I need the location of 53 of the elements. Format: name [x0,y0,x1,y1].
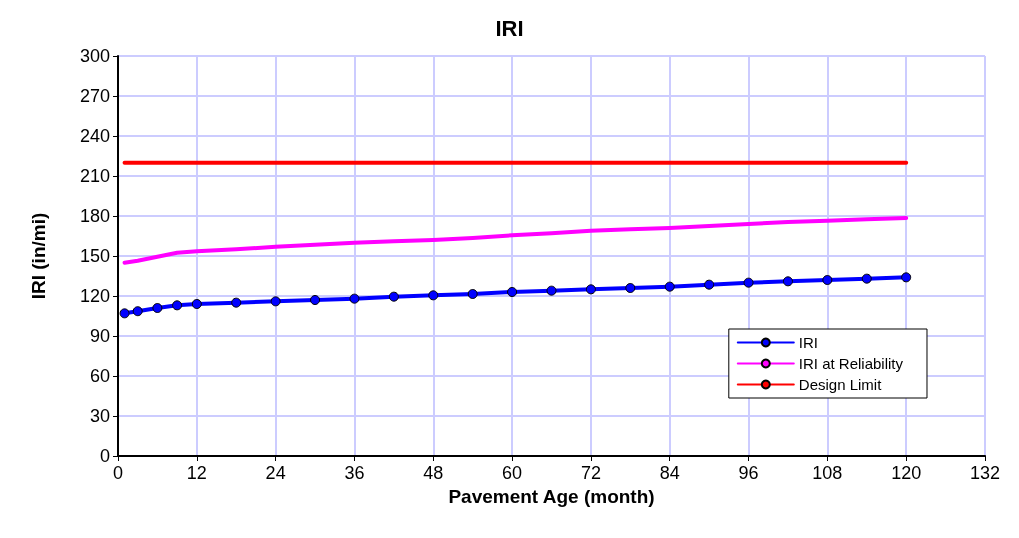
point [901,272,912,283]
x-axis-title: Pavement Age (month) [448,485,655,507]
point [172,300,183,311]
y-tick-label: 300 [79,46,110,66]
x-tick-label: 0 [112,463,124,483]
line-series [122,216,909,265]
point [388,291,399,302]
x-tick-label: 60 [502,463,523,483]
x-tick-label: 36 [344,463,365,483]
point [467,289,478,299]
point [270,296,281,307]
point [119,308,130,319]
point [191,299,202,309]
y-tick-label: 150 [79,246,110,266]
point [861,273,872,284]
legend-label: IRI [798,334,818,351]
y-tick-label: 60 [89,366,110,386]
x-tick-label: 84 [659,463,680,483]
x-tick-label: 108 [812,463,843,483]
y-tick-label: 120 [79,286,110,306]
point [428,290,439,301]
y-tick-label: 210 [79,166,110,186]
y-tick-label: 0 [99,446,110,466]
x-tick-label: 132 [969,463,1001,483]
point [782,276,793,287]
x-tick-label: 72 [580,463,601,483]
y-tick-label: 240 [79,126,110,146]
x-tick-label: 48 [423,463,444,483]
point [507,287,518,297]
x-tick-label: 12 [186,463,207,483]
y-axis-title: IRI (in/mi) [28,212,49,300]
point [585,284,596,295]
y-tick-label: 30 [89,406,110,426]
legend-label: Design Limit [798,376,883,393]
point [132,306,143,317]
x-tick-label: 24 [265,463,286,483]
point [704,279,715,290]
point [349,293,360,304]
y-tick-label: 270 [79,86,110,106]
legend-label: IRI at Reliability [798,355,904,372]
y-tick-label: 90 [89,326,110,346]
point [743,277,754,288]
point [231,297,242,308]
x-tick-label: 120 [891,463,922,483]
x-tick-label: 96 [738,463,759,483]
point [152,303,163,313]
chart-title: IRI [495,15,524,41]
point [664,281,675,292]
point [546,285,557,296]
point [625,283,636,293]
y-tick-label: 180 [79,206,110,226]
point [310,295,321,305]
point [822,275,833,285]
